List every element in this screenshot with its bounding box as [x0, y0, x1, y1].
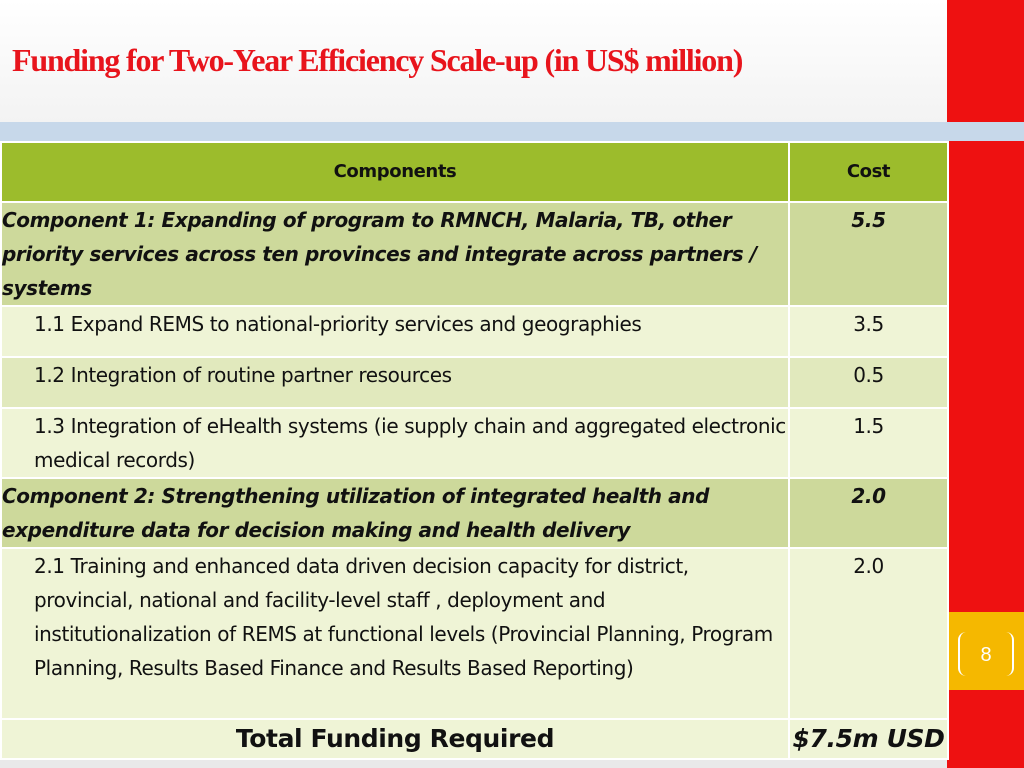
- page-number: 8: [980, 644, 992, 666]
- item-2-1-cost: 2.0: [788, 547, 949, 720]
- table-row: 1.1 Expand REMS to national-priority ser…: [0, 305, 949, 358]
- component-2-label: Component 2: Strengthening utilization o…: [0, 477, 790, 549]
- accent-bar-top: [947, 0, 1024, 122]
- component-2-cost: 2.0: [788, 477, 949, 549]
- component-1-label: Component 1: Expanding of program to RMN…: [0, 201, 790, 307]
- accent-bar-bottom: [947, 690, 1024, 768]
- item-1-2-label: 1.2 Integration of routine partner resou…: [0, 356, 790, 409]
- slide-title: Funding for Two-Year Efficiency Scale-up…: [12, 42, 743, 78]
- components-header: Components: [0, 141, 790, 203]
- item-1-3-cost: 1.5: [788, 407, 949, 479]
- title-bar: Funding for Two-Year Efficiency Scale-up…: [0, 0, 947, 122]
- table-header-row: Components Cost: [0, 141, 949, 203]
- page-number-bracket: [958, 632, 1014, 676]
- total-row: Total Funding Required $7.5m USD: [0, 718, 949, 760]
- total-cost: $7.5m USD: [788, 718, 949, 760]
- item-1-2-cost: 0.5: [788, 356, 949, 409]
- component-1-cost: 5.5: [788, 201, 949, 307]
- table-row: Component 2: Strengthening utilization o…: [0, 477, 949, 549]
- divider-band: [0, 122, 1024, 141]
- total-label: Total Funding Required: [0, 718, 790, 760]
- cost-header: Cost: [788, 141, 949, 203]
- table-row: Component 1: Expanding of program to RMN…: [0, 201, 949, 307]
- table-row: 2.1 Training and enhanced data driven de…: [0, 547, 949, 720]
- item-1-3-label: 1.3 Integration of eHealth systems (ie s…: [0, 407, 790, 479]
- item-1-1-cost: 3.5: [788, 305, 949, 358]
- funding-table: Components Cost Component 1: Expanding o…: [0, 141, 949, 760]
- table-row: 1.2 Integration of routine partner resou…: [0, 356, 949, 409]
- accent-bar-side: [947, 141, 1024, 612]
- item-2-1-label: 2.1 Training and enhanced data driven de…: [0, 547, 790, 720]
- table-row: 1.3 Integration of eHealth systems (ie s…: [0, 407, 949, 479]
- item-1-1-label: 1.1 Expand REMS to national-priority ser…: [0, 305, 790, 358]
